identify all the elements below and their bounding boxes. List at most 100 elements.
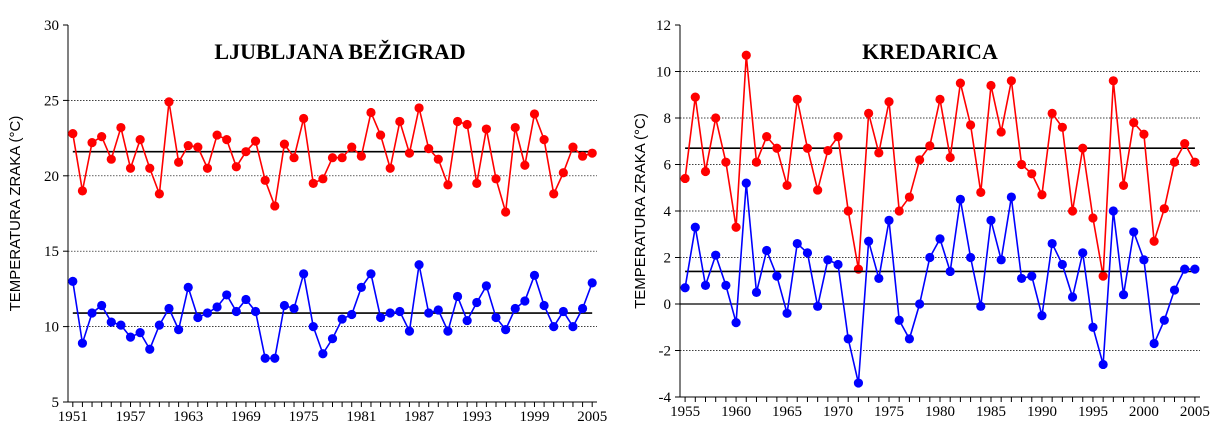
- data-point: [690, 222, 700, 232]
- data-point: [529, 109, 540, 119]
- x-tick-label: 1985: [976, 404, 1006, 420]
- data-point: [433, 154, 443, 164]
- data-point: [135, 328, 145, 338]
- data-point: [183, 141, 193, 151]
- data-point: [481, 281, 491, 291]
- y-tick-label: 30: [44, 18, 59, 34]
- data-point: [864, 236, 874, 246]
- data-point: [366, 107, 376, 118]
- data-point: [174, 157, 184, 167]
- data-point: [1139, 255, 1149, 265]
- data-point: [289, 303, 299, 314]
- data-point: [289, 153, 299, 163]
- data-point: [260, 175, 270, 185]
- data-point: [700, 166, 711, 177]
- data-point: [414, 103, 424, 113]
- y-tick-label: 10: [44, 320, 59, 336]
- y-tick-label: -4: [659, 390, 672, 406]
- data-point: [1047, 238, 1057, 249]
- data-point: [356, 282, 366, 292]
- data-point: [549, 189, 559, 199]
- data-point: [327, 153, 338, 163]
- data-point: [1098, 271, 1108, 281]
- data-point: [762, 132, 772, 142]
- data-point: [833, 132, 843, 142]
- data-point: [925, 252, 935, 263]
- data-point: [751, 157, 762, 167]
- data-point: [864, 108, 874, 118]
- data-point: [772, 143, 782, 153]
- data-point: [299, 113, 309, 124]
- data-point: [212, 130, 222, 140]
- data-point: [986, 80, 996, 91]
- data-point: [260, 353, 270, 363]
- data-point: [308, 178, 318, 188]
- data-point: [1057, 259, 1067, 270]
- data-point: [1180, 138, 1190, 149]
- data-point: [279, 139, 290, 149]
- data-point: [711, 250, 721, 260]
- data-point: [577, 303, 588, 314]
- y-tick-label: 8: [664, 111, 672, 127]
- y-tick-label: 0: [664, 297, 672, 313]
- x-tick-label: 2000: [1129, 404, 1159, 420]
- data-point: [853, 378, 864, 388]
- data-point: [945, 152, 955, 163]
- data-point: [751, 287, 762, 297]
- data-point: [183, 282, 193, 292]
- data-point: [270, 201, 280, 211]
- data-point: [1118, 290, 1129, 300]
- data-point: [443, 180, 453, 190]
- data-point: [802, 248, 813, 258]
- data-point: [700, 280, 711, 290]
- data-point: [375, 130, 386, 140]
- data-point: [1016, 273, 1027, 284]
- data-point: [1149, 236, 1159, 246]
- data-point: [782, 308, 792, 318]
- data-point: [1180, 264, 1190, 274]
- data-point: [116, 122, 126, 133]
- data-point: [802, 143, 813, 153]
- data-point: [955, 78, 965, 88]
- data-point: [222, 135, 232, 145]
- y-tick-label: 5: [52, 395, 60, 411]
- data-point: [996, 255, 1006, 265]
- data-point: [154, 189, 164, 199]
- data-point: [279, 300, 290, 311]
- data-point: [1016, 159, 1027, 170]
- data-point: [375, 312, 386, 323]
- data-point: [843, 206, 853, 216]
- data-point: [87, 308, 97, 318]
- data-point: [711, 113, 721, 123]
- x-tick-label: 1980: [925, 404, 955, 420]
- data-point: [945, 266, 955, 277]
- x-tick-label: 1975: [874, 404, 904, 420]
- x-tick-label: 1987: [404, 409, 435, 425]
- data-point: [690, 92, 700, 102]
- data-point: [772, 271, 782, 281]
- data-point: [577, 151, 588, 161]
- data-point: [996, 127, 1006, 137]
- data-point: [1037, 311, 1047, 321]
- series-red: [680, 50, 1200, 281]
- data-point: [1057, 122, 1067, 132]
- x-tick-label: 1975: [289, 409, 319, 425]
- data-point: [874, 148, 884, 158]
- data-point: [1078, 143, 1088, 153]
- data-point: [241, 294, 251, 305]
- data-point: [395, 116, 405, 127]
- data-point: [250, 136, 261, 146]
- data-point: [1108, 76, 1118, 86]
- data-point: [1190, 157, 1200, 167]
- data-point: [77, 338, 88, 348]
- data-point: [501, 207, 511, 217]
- y-tick-label: 25: [44, 93, 59, 109]
- data-point: [1098, 359, 1108, 370]
- chart-title: LJUBLJANA BEŽIGRAD: [214, 39, 465, 64]
- data-point: [250, 306, 261, 317]
- chart-title: KREDARICA: [862, 39, 998, 64]
- data-point: [1118, 180, 1129, 191]
- data-point: [452, 291, 463, 302]
- data-point: [721, 280, 731, 290]
